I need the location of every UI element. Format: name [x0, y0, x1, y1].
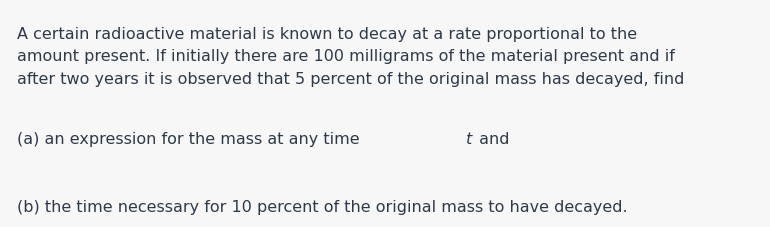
Text: (a) an expression for the mass at any time: (a) an expression for the mass at any ti… — [17, 132, 365, 147]
Text: and: and — [474, 132, 509, 147]
Text: t: t — [466, 132, 472, 147]
Text: (b) the time necessary for 10 percent of the original mass to have decayed.: (b) the time necessary for 10 percent of… — [17, 200, 628, 215]
Text: A certain radioactive material is known to decay at a rate proportional to the
a: A certain radioactive material is known … — [17, 27, 685, 87]
